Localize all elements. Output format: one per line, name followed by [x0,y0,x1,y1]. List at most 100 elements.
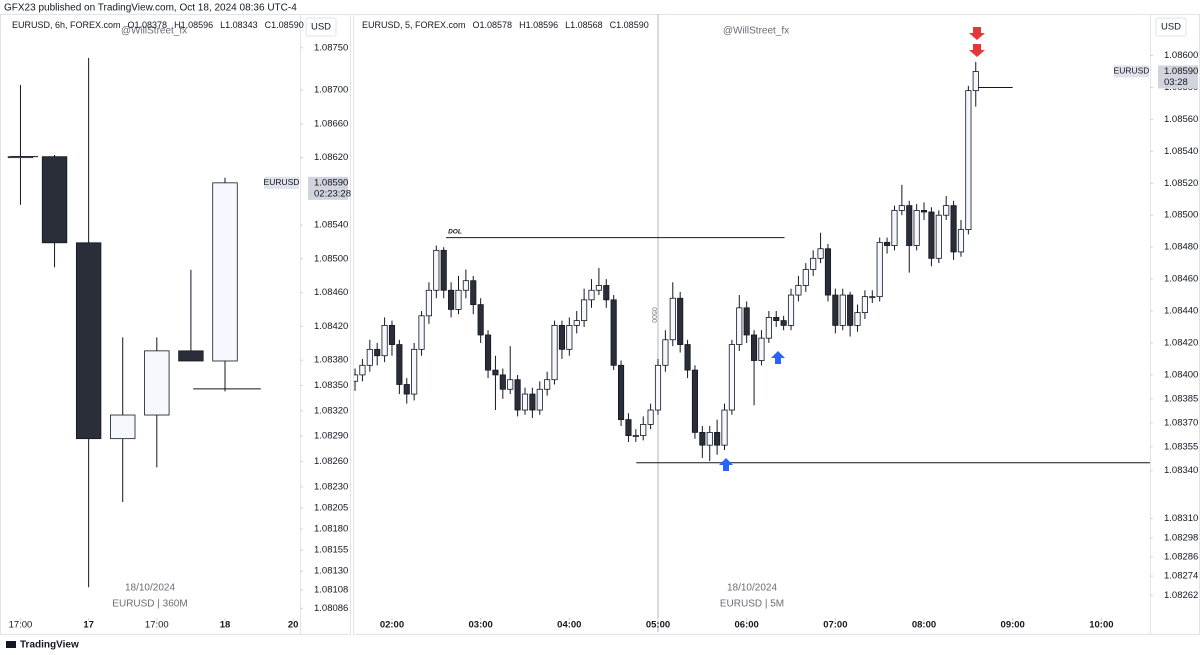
candle-body [691,369,699,433]
candle-body [920,210,928,213]
ohlc-value: L1.08568 [565,20,603,30]
x-tick-label: 20 [288,620,299,631]
candle-body [654,364,662,411]
candle-body [366,348,373,366]
y-tick-label: 1.08540 [314,220,348,231]
currency-box [1155,17,1187,37]
plot-area [7,57,261,588]
candle-body [440,249,447,291]
watermark: 18/10/2024 [125,583,175,594]
y-tick-label: 1.08340 [1164,465,1198,476]
signal-arrows [719,27,985,471]
candle-body [418,315,425,350]
y-tick-label: 1.08700 [314,84,348,95]
watermark: 18/10/2024 [727,583,777,594]
candle-body [832,294,839,326]
up-arrow [719,458,733,471]
candle-body [41,156,68,244]
candle-body [212,182,238,362]
publish-header: GFX23 published on TradingView.com, Oct … [4,3,297,14]
candle-body [581,299,588,322]
y-tick-label: 1.08440 [1164,306,1198,317]
x-tick-label: 06:00 [735,620,759,631]
candle-body [110,414,136,440]
price-value: 1.08590 [314,177,348,188]
candle-body [359,364,366,376]
candle-body [699,431,706,446]
candle-body [75,242,102,440]
chart-layers: 18/10/2024 EURUSD | 360M @WillStreet_fx 1.0… [7,14,1198,632]
x-tick-label: 07:00 [823,620,847,631]
footer-brand: TradingView [20,640,79,651]
currency-box [305,17,337,37]
y-tick-label: 1.08380 [314,355,348,366]
up-arrow [771,351,785,364]
candle-body [802,269,809,286]
footer-logo: TradingView [6,640,79,651]
candle-body [514,379,521,411]
candle-body [595,285,602,291]
candle-body [566,324,573,350]
candle-body [573,320,580,326]
x-tick-label: 17 [83,620,94,631]
y-tick-label: 1.08205 [314,502,348,513]
price-symbol: EURUSD [1114,66,1150,76]
candle-body [425,289,432,317]
candle-body [499,374,506,390]
candle-body [544,379,551,390]
chart-legend: EURUSD, 6h, FOREX.com O1.08378 H1.08596 L1.… [12,20,304,30]
price-box [308,176,348,200]
candle-body [558,324,566,350]
down-arrow [969,27,985,40]
candle-body [433,249,440,291]
candle-body [943,205,950,216]
symbol-box [264,176,299,189]
y-tick-label: 1.08286 [1164,551,1198,562]
plot-area [354,14,1150,632]
y-tick-label: 1.08480 [1164,242,1198,253]
y-tick-label: 1.08500 [1164,210,1198,221]
candle-body [632,435,639,437]
chart: 18/10/2024 EURUSD | 5M @WillStreet_fx 0500 D… [354,14,1198,632]
watermark: EURUSD | 5M [720,599,784,610]
y-tick-label: 1.08370 [1164,417,1198,428]
price-box [1158,65,1198,89]
candle-body [588,289,595,301]
y-tick-label: 1.08500 [314,253,348,264]
candle-body [721,409,728,446]
candle-body [484,334,492,371]
candle-body [773,317,780,322]
candle-body [662,339,669,366]
candle-body [462,280,469,291]
y-tick-label: 1.08460 [1164,274,1198,285]
candle-body [669,297,676,341]
candle-body [477,304,484,336]
ohlc-value: L1.08343 [220,20,258,30]
candle-body [521,393,529,411]
chart-title: EURUSD, 6h, FOREX.com [12,20,121,30]
candle-body [381,324,388,357]
y-tick-label: 1.08420 [314,321,348,332]
candle-body [403,384,410,395]
candle-body [736,307,743,345]
author: @WillStreet_fx [723,26,789,37]
candle-body [972,71,979,92]
y-tick-label: 1.08298 [1164,532,1198,543]
session-label: 0500 [650,307,657,323]
candle-body [935,214,942,259]
candle-body [677,297,684,345]
candle-body [144,350,170,416]
candle-body [891,210,898,246]
y-tick-label: 1.08540 [1164,146,1198,157]
x-tick-label: 02:00 [380,620,404,631]
ohlc-value: H1.08596 [519,20,558,30]
y-tick-label: 1.08274 [1164,571,1198,582]
y-tick-label: 1.08130 [314,566,348,577]
chart-legend: EURUSD, 5, FOREX.com O1.08578 H1.08596 L1.0… [362,20,649,30]
y-tick-label: 1.08290 [314,431,348,442]
y-tick-label: 1.08320 [314,405,348,416]
candle-body [603,285,610,301]
candle-body [536,388,543,411]
x-tick-label: 18 [220,620,231,631]
